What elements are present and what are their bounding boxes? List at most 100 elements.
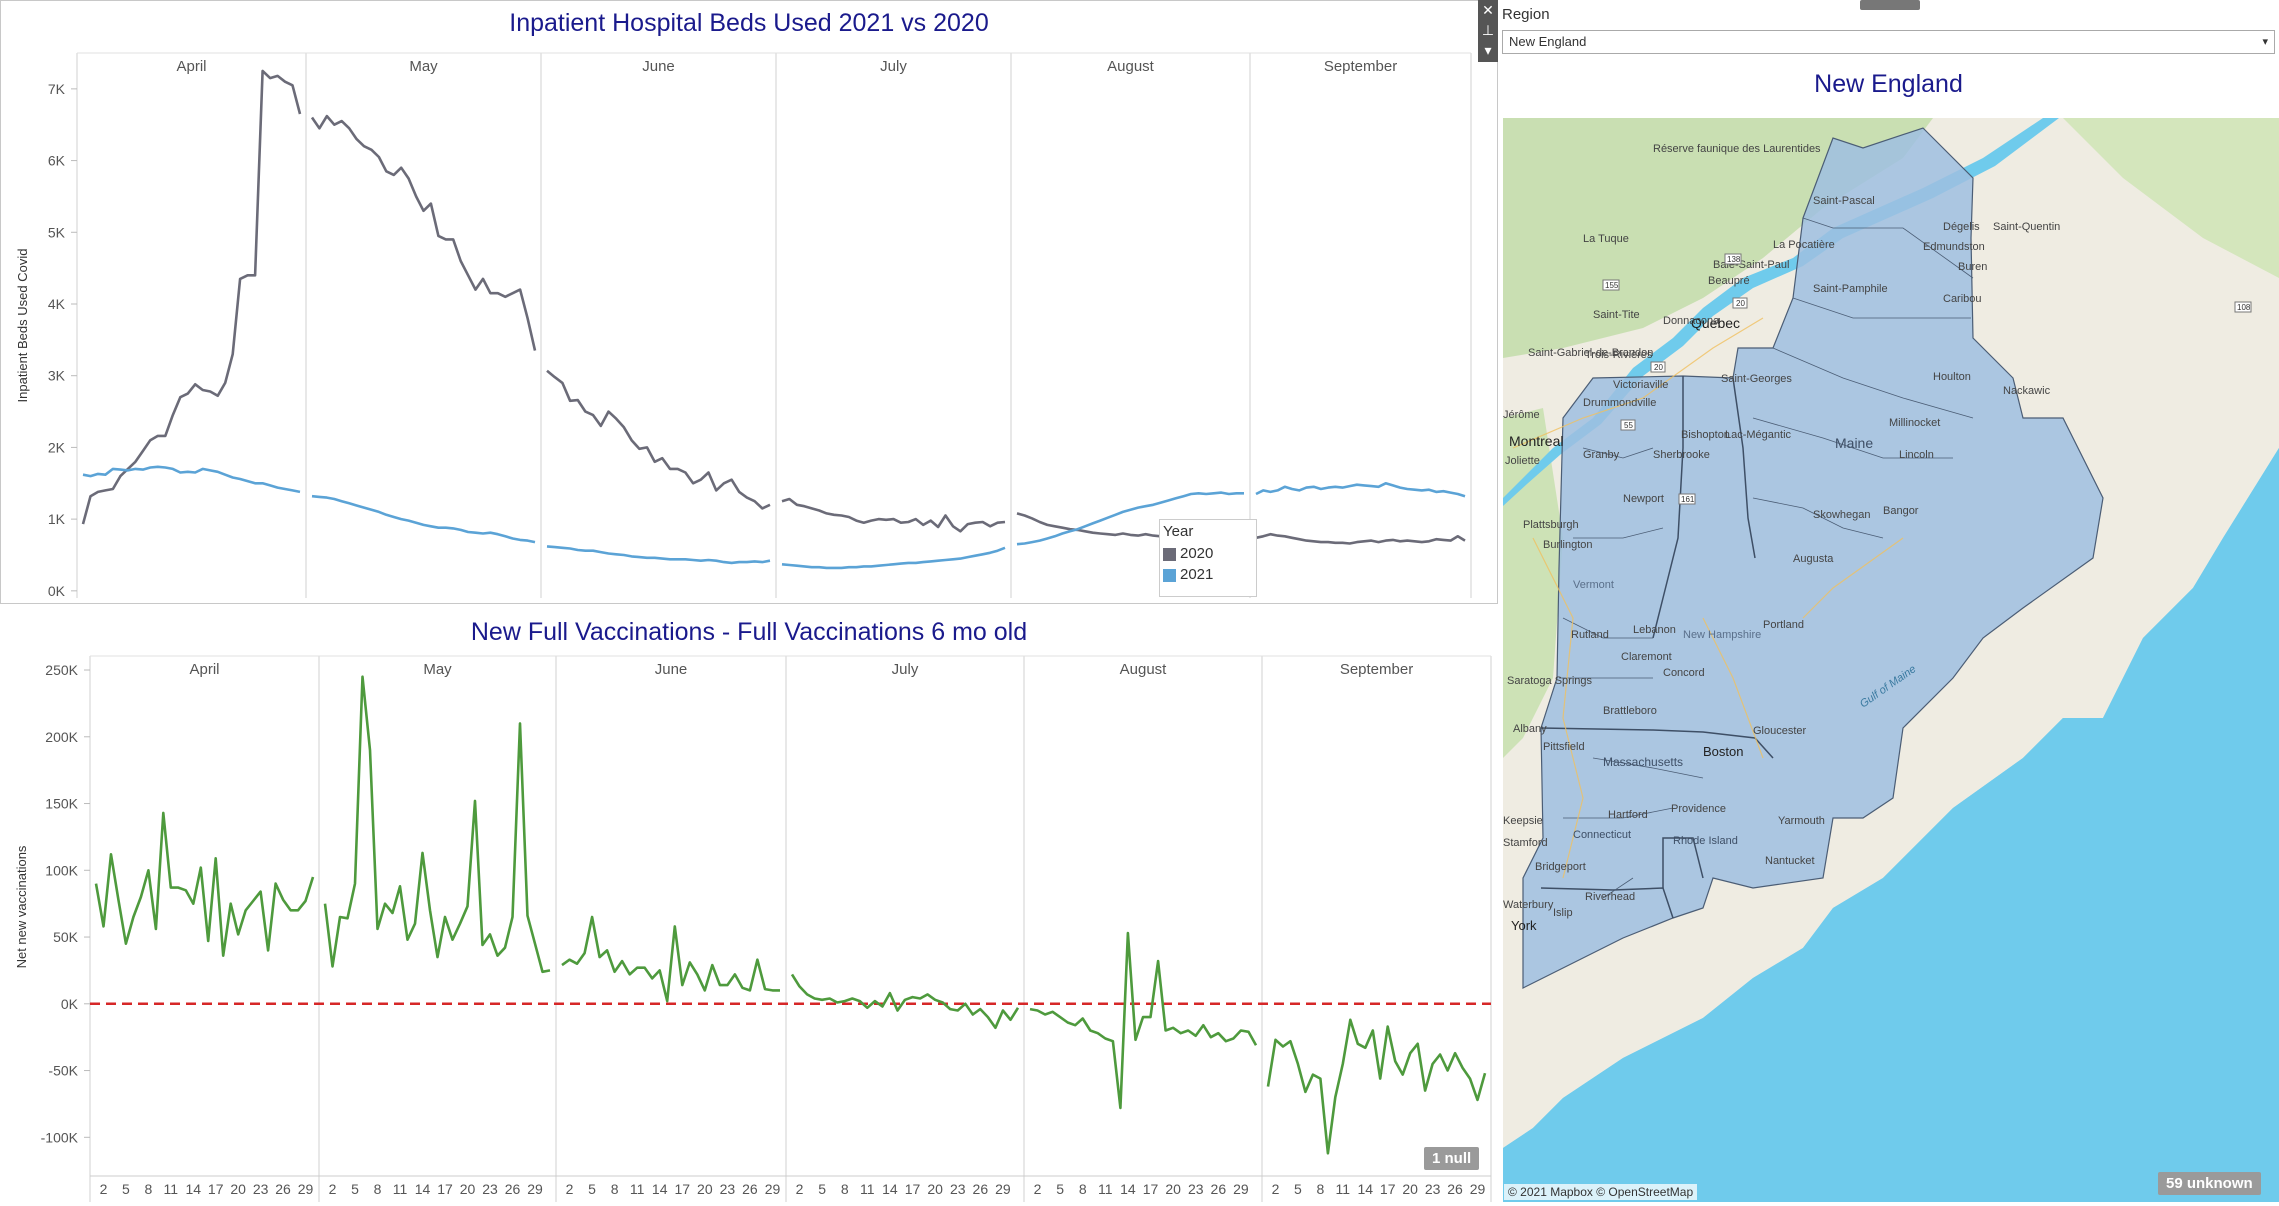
day-tick-label: 23 bbox=[720, 1181, 736, 1197]
place-label: Nackawic bbox=[2003, 385, 2051, 397]
place-label: Saint-Pascal bbox=[1813, 195, 1875, 207]
day-tick-label: 29 bbox=[765, 1181, 781, 1197]
close-icon[interactable]: ✕ bbox=[1482, 2, 1494, 18]
day-tick-label: 26 bbox=[1447, 1181, 1463, 1197]
month-header: April bbox=[189, 661, 219, 678]
place-label: Trois-Rivières bbox=[1585, 349, 1653, 361]
dashboard-toolbar: ✕ ⊥ ▾ bbox=[1478, 0, 1498, 62]
y-tick-label: 150K bbox=[45, 796, 78, 812]
bottom-chart-svg[interactable]: April May June July August September -100K -50K… bbox=[0, 604, 1498, 1206]
place-label: Massachusetts bbox=[1603, 755, 1683, 769]
series-line-vaccinations-september bbox=[1266, 1018, 1487, 1155]
place-label: Providence bbox=[1671, 803, 1726, 815]
series-line-vaccinations-august bbox=[1029, 931, 1258, 1110]
day-tick-label: 14 bbox=[652, 1181, 668, 1197]
pin-icon[interactable]: ⊥ bbox=[1481, 22, 1495, 38]
day-tick-label: 14 bbox=[1357, 1181, 1373, 1197]
legend-item-2021[interactable]: 2021 bbox=[1163, 566, 1213, 584]
place-label: Portland bbox=[1763, 619, 1804, 631]
null-badge[interactable]: 1 null bbox=[1424, 1147, 1480, 1170]
day-tick-label: 8 bbox=[1079, 1181, 1087, 1197]
day-tick-label: 29 bbox=[1470, 1181, 1486, 1197]
y-tick-label: 4K bbox=[48, 296, 66, 312]
day-tick-label: 11 bbox=[860, 1181, 875, 1197]
day-tick-label: 26 bbox=[505, 1181, 521, 1197]
series-line-2021-april bbox=[82, 465, 301, 494]
route-shield-label: 20 bbox=[1654, 363, 1663, 372]
day-tick-label: 2 bbox=[329, 1181, 337, 1197]
place-label: Newport bbox=[1623, 493, 1664, 505]
menu-chevron-icon[interactable]: ▾ bbox=[1484, 42, 1492, 58]
place-label: Dégelis bbox=[1943, 221, 1980, 233]
region-select[interactable]: New England ▾ bbox=[1502, 30, 2275, 54]
month-header: July bbox=[880, 58, 907, 75]
day-tick-label: 5 bbox=[351, 1181, 359, 1197]
y-tick-label: 0K bbox=[61, 996, 79, 1012]
day-tick-label: 8 bbox=[611, 1181, 619, 1197]
day-tick-label: 5 bbox=[818, 1181, 826, 1197]
ocean bbox=[1503, 448, 2279, 1202]
inpatient-beds-chart: Inpatient Hospital Beds Used 2021 vs 202… bbox=[0, 0, 1498, 604]
day-tick-label: 29 bbox=[1233, 1181, 1249, 1197]
place-label: Saint-Tite bbox=[1593, 309, 1640, 321]
place-label: Donnacona bbox=[1663, 315, 1720, 327]
place-label: Yarmouth bbox=[1778, 815, 1825, 827]
series-line-2021-september bbox=[1255, 481, 1466, 498]
series-line-vaccinations-may bbox=[323, 675, 551, 974]
day-tick-label: 26 bbox=[1211, 1181, 1227, 1197]
place-label: Saratoga Springs bbox=[1507, 675, 1592, 687]
day-tick-label: 8 bbox=[1316, 1181, 1324, 1197]
place-label: Skowhegan bbox=[1813, 509, 1871, 521]
state-border-ma-north bbox=[1540, 727, 1774, 759]
y-tick-label: 50K bbox=[53, 929, 79, 945]
day-tick-label: 29 bbox=[298, 1181, 314, 1197]
y-tick-label: 250K bbox=[45, 662, 78, 678]
month-header: August bbox=[1107, 58, 1155, 75]
day-tick-label: 11 bbox=[630, 1181, 645, 1197]
route-shield bbox=[1724, 253, 1742, 265]
place-label: Saint-Quentin bbox=[1993, 221, 2060, 233]
unknown-badge[interactable]: 59 unknown bbox=[2158, 1172, 2261, 1195]
place-label: Waterbury bbox=[1503, 899, 1554, 911]
day-tick-label: 11 bbox=[1098, 1181, 1113, 1197]
route-shield-label: 155 bbox=[1605, 281, 1619, 290]
day-tick-label: 20 bbox=[1165, 1181, 1181, 1197]
place-label: Pittsfield bbox=[1543, 741, 1585, 753]
state-border-nh-me bbox=[1732, 377, 1756, 559]
month-header: May bbox=[423, 661, 452, 678]
year-legend[interactable]: Year 2020 2021 bbox=[1159, 519, 1257, 597]
series-line-2021-august bbox=[1016, 491, 1244, 546]
legend-item-2020[interactable]: 2020 bbox=[1163, 545, 1213, 563]
month-header: June bbox=[642, 58, 675, 75]
chevron-down-icon[interactable]: ▾ bbox=[2262, 36, 2268, 48]
day-tick-label: 5 bbox=[1294, 1181, 1302, 1197]
map-svg[interactable]: Réserve faunique des Laurentides La Tuqu… bbox=[1503, 118, 2279, 1202]
series-line-vaccinations-june bbox=[561, 915, 780, 1003]
y-tick-label: 200K bbox=[45, 729, 78, 745]
place-label: Drummondville bbox=[1583, 397, 1656, 409]
place-label: Buren bbox=[1958, 261, 1987, 273]
day-tick-label: 23 bbox=[1188, 1181, 1204, 1197]
day-tick-label: 5 bbox=[588, 1181, 596, 1197]
day-tick-label: 20 bbox=[460, 1181, 476, 1197]
place-label: Rutland bbox=[1571, 629, 1609, 641]
series-line-2021-july bbox=[781, 546, 1006, 570]
y-tick-label: 100K bbox=[45, 862, 78, 878]
place-label: Saint-Georges bbox=[1721, 373, 1792, 385]
legend-label-2021: 2021 bbox=[1180, 566, 1214, 583]
day-tick-label: 23 bbox=[253, 1181, 269, 1197]
place-label: Nantucket bbox=[1765, 855, 1815, 867]
y-tick-label: 1K bbox=[48, 511, 66, 527]
resize-grip[interactable] bbox=[1860, 0, 1920, 10]
y-tick-label: -100K bbox=[41, 1129, 79, 1145]
day-tick-label: 14 bbox=[185, 1181, 201, 1197]
top-chart-svg[interactable]: April May June July August September 0K 1K 2K 3K 4… bbox=[1, 1, 1497, 603]
day-tick-label: 2 bbox=[796, 1181, 804, 1197]
place-label: Hartford bbox=[1608, 809, 1648, 821]
county-lines bbox=[1559, 217, 1974, 899]
y-tick-label: 0K bbox=[48, 583, 66, 599]
map-attribution[interactable]: © 2021 Mapbox © OpenStreetMap bbox=[1504, 1184, 1698, 1200]
new-england-map[interactable]: Réserve faunique des Laurentides La Tuqu… bbox=[1503, 118, 2279, 1202]
place-label: La Pocatière bbox=[1773, 239, 1835, 251]
place-label: Bangor bbox=[1883, 505, 1919, 517]
